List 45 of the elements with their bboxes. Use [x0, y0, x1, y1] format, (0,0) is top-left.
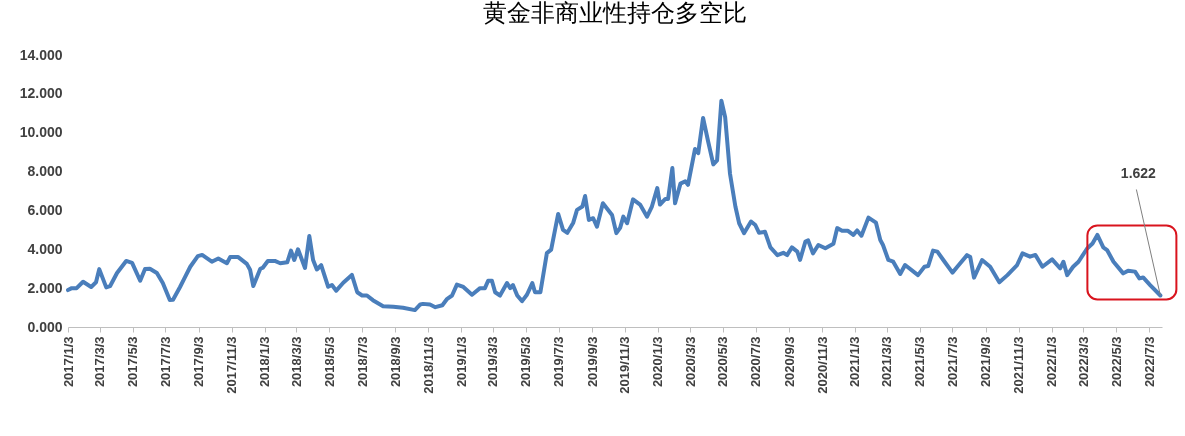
x-tick-label: 2021/11/3 [1011, 336, 1027, 394]
x-tick-label: 2017/1/3 [60, 336, 76, 388]
x-tick-label: 2021/5/3 [912, 336, 928, 388]
x-tick-label: 2019/5/3 [518, 336, 534, 388]
y-tick-label: 12.000 [19, 85, 63, 102]
x-tick-label: 2020/1/3 [650, 336, 666, 388]
x-tick-label: 2022/5/3 [1108, 336, 1124, 388]
x-tick-label: 2017/9/3 [191, 336, 207, 388]
x-tick-label: 2022/1/3 [1044, 336, 1060, 388]
chart-title: 黄金非商业性持仓多空比 [483, 0, 747, 26]
y-tick-label: 2.000 [27, 279, 63, 296]
x-tick-label: 2018/9/3 [388, 336, 403, 388]
x-tick-label: 2018/5/3 [321, 336, 337, 388]
x-tick-label: 2020/11/3 [814, 336, 830, 394]
x-tick-label: 2020/5/3 [715, 336, 731, 388]
x-tick-label: 2020/7/3 [748, 336, 764, 388]
x-tick-label: 2019/3/3 [485, 336, 501, 388]
x-tick-label: 2021/9/3 [978, 336, 994, 388]
x-tick-label: 2021/7/3 [944, 336, 960, 388]
y-tick-label: 10.000 [19, 124, 63, 141]
line-series [66, 98, 1163, 313]
x-tick-label: 2022/7/3 [1141, 336, 1157, 388]
x-tick-label: 2020/9/3 [781, 336, 797, 388]
y-tick-label: 14.000 [19, 46, 63, 63]
x-tick-label: 2018/1/3 [257, 336, 273, 388]
x-tick-label: 2017/11/3 [224, 336, 240, 394]
x-tick-label: 2018/7/3 [354, 336, 370, 388]
y-tick-label: 0.000 [27, 318, 63, 335]
x-tick-label: 2021/3/3 [879, 336, 895, 388]
x-tick-label: 2018/3/3 [288, 336, 304, 388]
annotation: 1.622 [1120, 165, 1157, 182]
x-tick-label: 2019/9/3 [584, 336, 600, 388]
x-tick-label: 2018/11/3 [420, 336, 436, 394]
x-tick-label: 2017/3/3 [92, 336, 108, 388]
x-tick-label: 2017/7/3 [158, 336, 173, 388]
x-tick-label: 2019/1/3 [453, 336, 469, 388]
x-tick-label: 2019/11/3 [617, 336, 633, 394]
x-tick-label: 2017/5/3 [125, 336, 141, 388]
y-tick-label: 8.000 [27, 163, 63, 180]
x-tick-label: 2020/3/3 [682, 336, 698, 388]
x-tick-label: 2019/7/3 [551, 336, 567, 388]
y-tick-label: 4.000 [27, 240, 63, 257]
y-tick-label: 6.000 [27, 201, 63, 218]
x-tick-label: 2022/3/3 [1075, 336, 1091, 388]
x-tick-label: 2021/1/3 [847, 336, 863, 388]
